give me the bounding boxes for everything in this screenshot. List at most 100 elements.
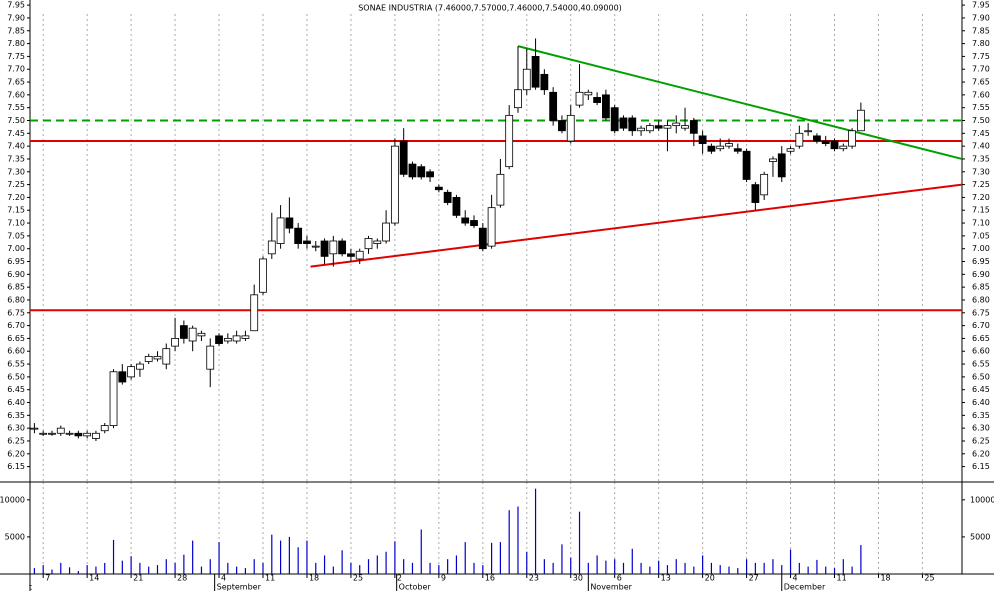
candle-body: [215, 335, 223, 344]
candle-body: [250, 294, 259, 332]
x-tick-label: 11: [837, 574, 847, 583]
candle-body: [549, 91, 558, 121]
candle-body: [786, 148, 795, 152]
candle-body: [127, 366, 136, 378]
candle-body: [716, 145, 725, 150]
y-tick-label: 7.30: [7, 167, 25, 176]
candle-body: [390, 145, 399, 224]
candle-body: [663, 125, 672, 129]
y-tick-label: 6.25: [7, 436, 25, 445]
y-tick-label: 7.35: [972, 154, 990, 163]
candle-body: [267, 240, 276, 255]
x-tick-label: 23: [529, 574, 539, 583]
y-tick-label: 6.70: [7, 321, 25, 330]
x-tick-label: 21: [133, 574, 143, 583]
y-tick-label: 6.90: [972, 270, 990, 279]
y-tick-label: 7.50: [972, 116, 990, 125]
y-tick-label: 7.90: [972, 13, 990, 22]
candle-body: [426, 171, 434, 178]
y-tick-label: 7.65: [972, 78, 990, 87]
candle-body: [760, 173, 769, 196]
y-tick-label: 6.85: [972, 283, 990, 292]
y-tick-label: 6.85: [7, 283, 25, 292]
month-label: September: [217, 583, 262, 591]
candle-body: [311, 245, 320, 248]
x-tick-label: 7: [45, 574, 50, 583]
candle-body: [197, 332, 206, 337]
y-tick-label: 7.70: [7, 65, 25, 74]
candle-body: [637, 127, 645, 132]
volume-tick-label: 5000: [5, 532, 25, 541]
candle-body: [575, 91, 584, 106]
candle-body: [769, 158, 777, 162]
candle-body: [443, 191, 452, 203]
y-tick-label: 7.05: [972, 231, 990, 240]
candle-body: [777, 153, 786, 178]
x-tick-label: 28: [177, 574, 187, 583]
y-tick-label: 7.15: [972, 206, 990, 215]
candle-body: [751, 184, 760, 203]
y-tick-label: 6.60: [972, 347, 990, 356]
candle-body: [593, 97, 602, 103]
y-tick-label: 7.25: [972, 180, 990, 189]
candle-body: [259, 258, 267, 293]
y-tick-label: 7.55: [7, 103, 25, 112]
x-tick-label: 18: [309, 574, 319, 583]
y-tick-label: 6.35: [972, 411, 990, 420]
y-tick-label: 6.30: [972, 424, 990, 433]
candle-body: [399, 140, 408, 175]
y-tick-label: 7.40: [972, 142, 990, 151]
y-tick-label: 7.95: [7, 1, 25, 10]
candle-body: [241, 335, 250, 339]
x-tick-label: 20: [705, 574, 715, 583]
candle-body: [338, 240, 347, 255]
y-tick-label: 7.30: [972, 167, 990, 176]
y-tick-label: 6.55: [7, 360, 25, 369]
candle-body: [109, 371, 118, 426]
candle-body: [584, 91, 593, 96]
candle-body: [118, 371, 127, 383]
y-tick-label: 7.90: [7, 13, 25, 22]
x-tick-label: 25: [353, 574, 363, 583]
candle-body: [725, 143, 733, 147]
candle-body: [364, 238, 373, 250]
month-label: December: [784, 583, 826, 591]
candle-body: [689, 120, 698, 134]
month-label: t: [29, 583, 32, 591]
y-tick-label: 7.15: [7, 206, 25, 215]
y-tick-label: 6.30: [7, 424, 25, 433]
y-tick-label: 6.80: [7, 295, 25, 304]
candle-body: [514, 89, 522, 109]
y-tick-label: 7.00: [972, 244, 990, 253]
y-tick-label: 7.95: [972, 1, 990, 10]
y-tick-label: 7.10: [7, 219, 25, 228]
candle-body: [461, 217, 470, 224]
candle-body: [487, 207, 496, 247]
candle-body: [628, 117, 637, 132]
candle-body: [188, 327, 197, 342]
candle-body: [681, 125, 689, 129]
y-tick-label: 7.75: [972, 52, 990, 61]
candle-body: [619, 117, 628, 129]
candle-body: [100, 425, 109, 432]
candle-body: [30, 427, 39, 430]
month-label: October: [399, 583, 432, 591]
x-tick-label: 2: [397, 574, 402, 583]
candle-body: [830, 140, 839, 150]
candle-body: [83, 432, 92, 437]
y-tick-label: 6.15: [972, 462, 990, 471]
y-tick-label: 7.20: [972, 193, 990, 202]
candle-body: [742, 150, 751, 180]
candle-body: [417, 166, 426, 178]
y-tick-label: 6.20: [7, 449, 25, 458]
y-tick-label: 7.50: [7, 116, 25, 125]
y-tick-label: 7.55: [972, 103, 990, 112]
x-tick-label: 14: [89, 574, 99, 583]
chart-title: SONAE INDUSTRIA (7.46000,7.57000,7.46000…: [358, 4, 622, 13]
y-tick-label: 6.90: [7, 270, 25, 279]
candle-body: [566, 114, 575, 142]
candle-body: [602, 94, 610, 119]
y-tick-label: 7.45: [7, 129, 25, 138]
candle-body: [654, 125, 663, 129]
